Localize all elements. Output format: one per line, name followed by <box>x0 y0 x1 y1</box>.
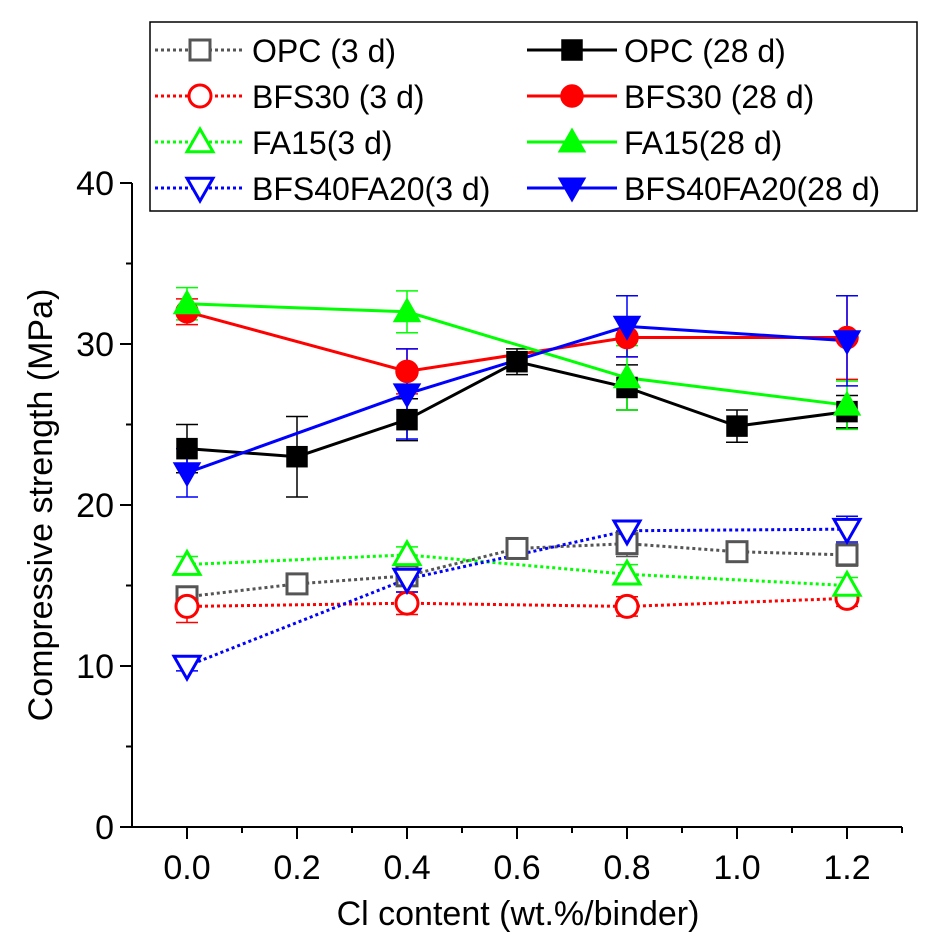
data-point <box>611 519 643 547</box>
data-point <box>285 572 309 596</box>
x-tick-label: 1.2 <box>823 849 870 887</box>
data-point <box>172 462 202 488</box>
data-point <box>835 543 859 567</box>
series-line <box>186 553 848 587</box>
y-tick-label: 10 <box>76 648 114 686</box>
legend-marker <box>557 127 587 153</box>
x-tick-label: 1.0 <box>713 849 760 887</box>
data-point <box>725 540 749 564</box>
legend-entry: BFS40FA20(28 d) <box>527 171 880 207</box>
data-point <box>612 363 642 389</box>
legend-entry: OPC (3 d) <box>155 33 396 69</box>
legend-entry: OPC (28 d) <box>527 33 786 69</box>
data-point <box>171 548 203 576</box>
data-point <box>832 390 862 416</box>
legend-label: OPC (3 d) <box>252 33 396 69</box>
data-point <box>286 445 308 468</box>
legend-entry: BFS40FA20(3 d) <box>155 171 490 207</box>
data-point <box>726 415 748 437</box>
x-tick-label: 0.2 <box>273 849 320 887</box>
data-point <box>395 359 419 384</box>
y-tick-label: 20 <box>76 487 114 525</box>
legend-label: FA15(3 d) <box>252 125 393 161</box>
data-point <box>394 590 420 616</box>
data-point <box>832 330 862 356</box>
data-point <box>174 593 200 619</box>
x-tick-label: 0.4 <box>383 849 430 887</box>
data-point <box>172 289 202 315</box>
y-axis-label: Compressive strength (MPa) <box>22 289 60 722</box>
data-point <box>614 593 640 619</box>
data-point <box>612 315 642 341</box>
legend-label: BFS40FA20(28 d) <box>624 171 880 207</box>
data-point <box>391 567 423 596</box>
data-point <box>611 558 643 586</box>
x-axis-label: Cl content (wt.%/binder) <box>337 895 700 933</box>
legend-marker <box>184 125 216 154</box>
data-point <box>176 437 198 460</box>
legend-label: OPC (28 d) <box>624 33 786 69</box>
legend-entry: BFS30 (28 d) <box>527 79 814 115</box>
x-tick-label: 0.6 <box>493 849 540 887</box>
legend-marker <box>187 83 213 109</box>
series-line <box>186 302 848 407</box>
data-point <box>392 297 422 323</box>
legend-entry: FA15(28 d) <box>527 125 782 161</box>
legend-entry: FA15(3 d) <box>155 125 393 161</box>
legend-box <box>149 21 918 212</box>
y-tick-label: 0 <box>95 809 114 847</box>
x-tick-label: 0.0 <box>163 849 210 887</box>
y-tick-label: 30 <box>76 326 114 364</box>
y-tick-label: 40 <box>76 165 114 203</box>
legend-label: BFS30 (3 d) <box>252 79 425 115</box>
legend-marker <box>561 39 583 61</box>
legend-label: BFS30 (28 d) <box>624 79 814 115</box>
data-point <box>505 536 529 560</box>
legend: OPC (3 d) OPC (28 d) BFS30 (3 d) BFS30 (28 … <box>149 21 918 212</box>
x-tick-label: 0.8 <box>603 849 650 887</box>
legend-label: BFS40FA20(3 d) <box>252 171 490 207</box>
legend-label: FA15(28 d) <box>624 125 782 161</box>
data-point <box>171 654 203 683</box>
legend-marker <box>188 38 212 62</box>
data-point <box>831 569 863 597</box>
data-point <box>396 408 418 431</box>
legend-entry: BFS30 (3 d) <box>155 79 425 115</box>
series-markers <box>171 289 863 683</box>
axes: 0.0 0.2 0.4 0.6 0.8 1.0 1.2 0 10 20 30 40 <box>76 165 903 887</box>
data-point <box>391 538 423 567</box>
series-line <box>186 596 848 608</box>
legend-marker <box>560 84 584 108</box>
legend-marker <box>557 177 587 203</box>
legend-marker <box>184 176 216 205</box>
data-point <box>831 517 863 546</box>
data-point <box>506 350 528 373</box>
data-point <box>392 383 422 409</box>
